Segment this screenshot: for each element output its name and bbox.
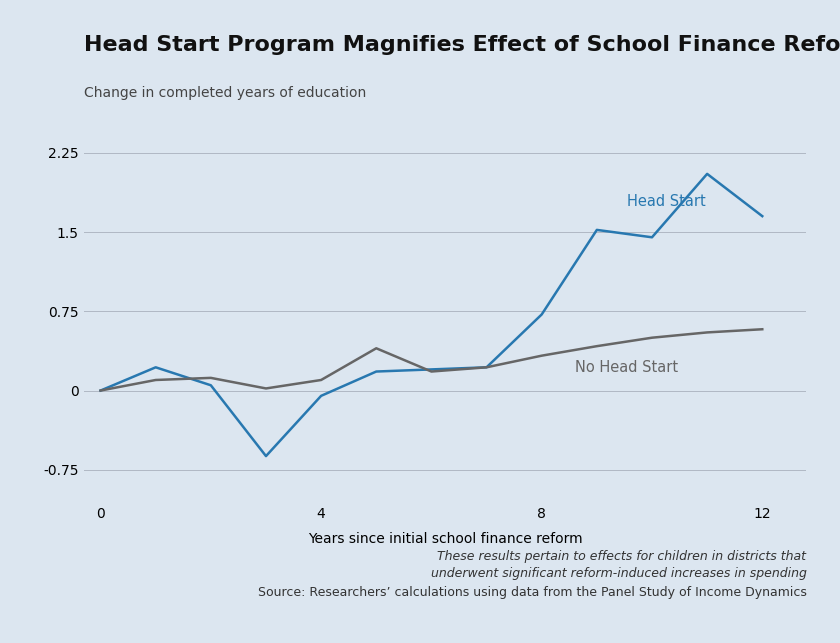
Text: These results pertain to effects for children in districts that: These results pertain to effects for chi… bbox=[438, 550, 806, 563]
Text: Head Start: Head Start bbox=[627, 194, 706, 209]
X-axis label: Years since initial school finance reform: Years since initial school finance refor… bbox=[308, 532, 582, 546]
Text: Head Start Program Magnifies Effect of School Finance Reform: Head Start Program Magnifies Effect of S… bbox=[84, 35, 840, 55]
Text: No Head Start: No Head Start bbox=[575, 360, 678, 375]
Text: Source: Researchers’ calculations using data from the Panel Study of Income Dyna: Source: Researchers’ calculations using … bbox=[258, 586, 806, 599]
Text: Change in completed years of education: Change in completed years of education bbox=[84, 86, 366, 100]
Text: underwent significant reform-induced increases in spending: underwent significant reform-induced inc… bbox=[431, 567, 806, 580]
